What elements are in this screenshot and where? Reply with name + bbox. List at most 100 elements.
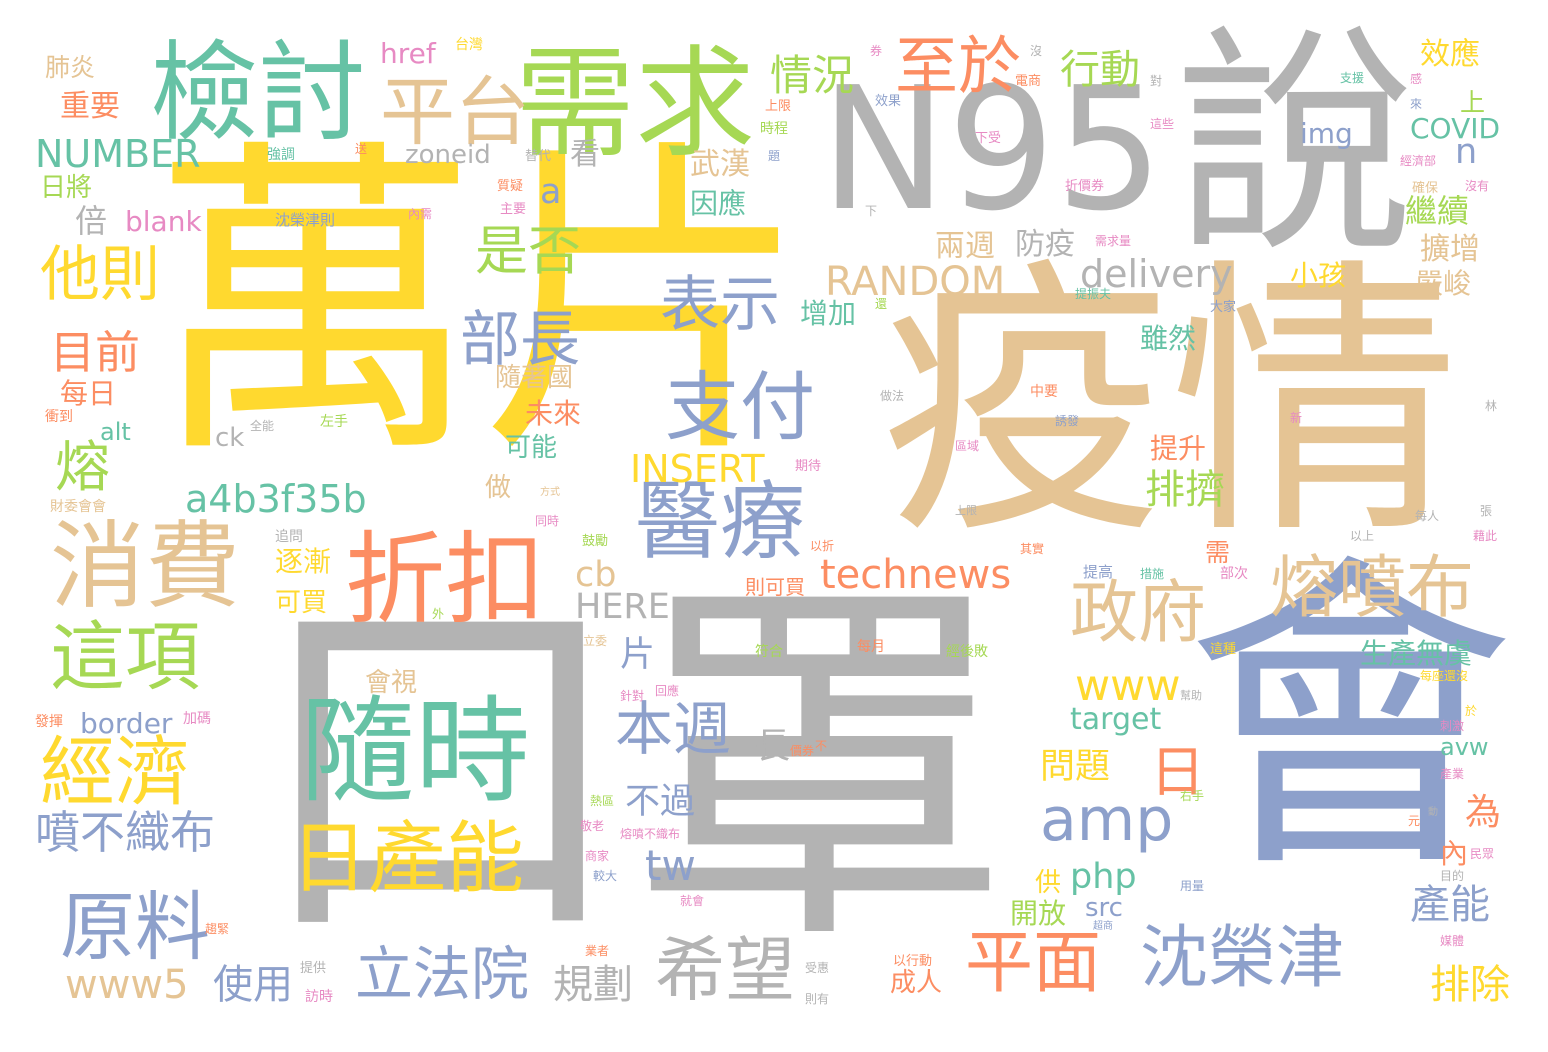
cloud-word: 支付: [665, 363, 816, 451]
cloud-word: 於: [1465, 704, 1478, 718]
cloud-word: 做法: [880, 389, 905, 403]
cloud-word: 藉此: [1473, 529, 1498, 543]
cloud-word: 倍: [75, 202, 108, 240]
cloud-word: cb: [575, 555, 617, 595]
cloud-word: 下: [865, 204, 878, 218]
cloud-word: 針對: [620, 689, 645, 703]
cloud-word: 需: [1205, 538, 1231, 567]
cloud-word: 回應: [655, 684, 680, 698]
cloud-word: 增加: [800, 297, 857, 330]
cloud-word: 以上: [1350, 529, 1375, 543]
cloud-word: 對: [1150, 74, 1163, 88]
cloud-word: php: [1070, 857, 1137, 897]
cloud-word: 提升: [1150, 432, 1207, 465]
cloud-word: 排除: [1430, 962, 1510, 1008]
cloud-word: 追問: [275, 529, 303, 545]
cloud-word: 趨緊: [205, 922, 230, 936]
cloud-word: 這些: [1150, 117, 1175, 131]
cloud-word: 這項: [50, 613, 201, 701]
cloud-word: 外: [432, 607, 445, 621]
cloud-word: 業者: [585, 944, 610, 958]
cloud-word: 可買: [275, 588, 328, 618]
cloud-word: zoneid: [405, 140, 491, 170]
cloud-word: target: [1070, 702, 1162, 737]
cloud-word: 熔噴不織布: [620, 827, 681, 841]
cloud-word: 希望: [655, 929, 795, 1011]
cloud-word: 以行動: [893, 954, 933, 969]
cloud-word: 每日: [60, 377, 117, 410]
cloud-word: 價券: [790, 744, 815, 758]
cloud-word: 部長: [460, 305, 580, 375]
cloud-word: 折價券: [1065, 179, 1105, 194]
cloud-word: 沈榮津則: [275, 211, 336, 229]
cloud-word: 發揮: [35, 714, 63, 730]
cloud-word: 電商: [1015, 74, 1042, 89]
cloud-word: 每月: [857, 639, 885, 655]
cloud-word: 提振夫: [1075, 287, 1112, 301]
cloud-word: N95: [820, 51, 1164, 249]
cloud-word: 提供: [300, 961, 327, 976]
cloud-word: 強調: [267, 147, 295, 163]
cloud-word: 防疫: [1015, 227, 1075, 262]
cloud-word: 效應: [1420, 37, 1480, 72]
cloud-word: 鼓勵: [582, 534, 609, 549]
cloud-word: 來: [1410, 97, 1423, 111]
cloud-word: 做: [485, 473, 512, 503]
cloud-word: amp: [1040, 785, 1174, 855]
cloud-word: 則可買: [745, 575, 805, 599]
cloud-word: 日產能: [290, 814, 525, 904]
cloud-word: 問題: [1040, 747, 1111, 787]
cloud-word: 逐漸: [275, 545, 332, 578]
cloud-word: 他則: [40, 240, 160, 310]
cloud-word: 上限: [765, 99, 792, 114]
cloud-word: 林: [1485, 399, 1498, 413]
cloud-word: 上: [1460, 88, 1486, 117]
cloud-word: 質疑: [497, 179, 524, 194]
cloud-word: RANDOM: [825, 259, 1006, 305]
cloud-word: 措施: [1140, 567, 1165, 581]
cloud-word: 排擠: [1145, 467, 1225, 513]
cloud-word: 可能: [505, 433, 558, 463]
cloud-word: 財委會會: [50, 499, 106, 515]
cloud-word: 產業: [1440, 767, 1465, 781]
cloud-word: 為: [1465, 792, 1502, 833]
cloud-word: 雖然: [1140, 322, 1197, 355]
cloud-word: technews: [820, 552, 1012, 598]
cloud-word: 民眾: [1470, 847, 1495, 861]
cloud-word: COVID: [1410, 112, 1501, 145]
cloud-word: 衝到: [45, 409, 73, 425]
cloud-word: 券: [870, 44, 883, 58]
cloud-word: 媒體: [1440, 934, 1465, 948]
cloud-word: 熔: [55, 435, 111, 499]
cloud-word: 經濟部: [1400, 154, 1437, 168]
cloud-word: 每座還沒: [1420, 669, 1469, 683]
cloud-word: 部次: [1220, 566, 1248, 582]
cloud-word: blank: [125, 205, 202, 238]
cloud-word: 還: [875, 297, 888, 311]
cloud-word: 看: [570, 137, 600, 172]
cloud-word: 規劃: [553, 962, 633, 1008]
cloud-word: 新: [1290, 411, 1303, 425]
cloud-word: 目的: [1440, 869, 1465, 883]
cloud-word: 每人: [1415, 509, 1440, 523]
cloud-word: 噴不織布: [35, 806, 216, 859]
cloud-word: 動: [1428, 807, 1438, 818]
cloud-word: 以折: [810, 539, 835, 553]
cloud-word: 符合: [755, 644, 783, 660]
cloud-word: 較大: [593, 869, 618, 883]
cloud-word: alt: [100, 418, 131, 446]
cloud-word: 加碼: [183, 711, 211, 727]
cloud-word: ck: [215, 423, 245, 453]
cloud-word: delivery: [1080, 252, 1233, 296]
cloud-word: 就會: [680, 894, 705, 908]
cloud-word: border: [80, 707, 173, 740]
cloud-word: 長: [755, 727, 791, 767]
cloud-word: 沒: [1030, 44, 1043, 58]
cloud-word: 誘發: [1055, 414, 1080, 428]
cloud-word: 武漢: [690, 147, 750, 182]
cloud-word: 台灣: [455, 37, 483, 53]
cloud-word: 表示: [660, 270, 780, 340]
cloud-word: 方式: [540, 487, 560, 498]
cloud-word: a4b3f35b: [185, 477, 367, 521]
